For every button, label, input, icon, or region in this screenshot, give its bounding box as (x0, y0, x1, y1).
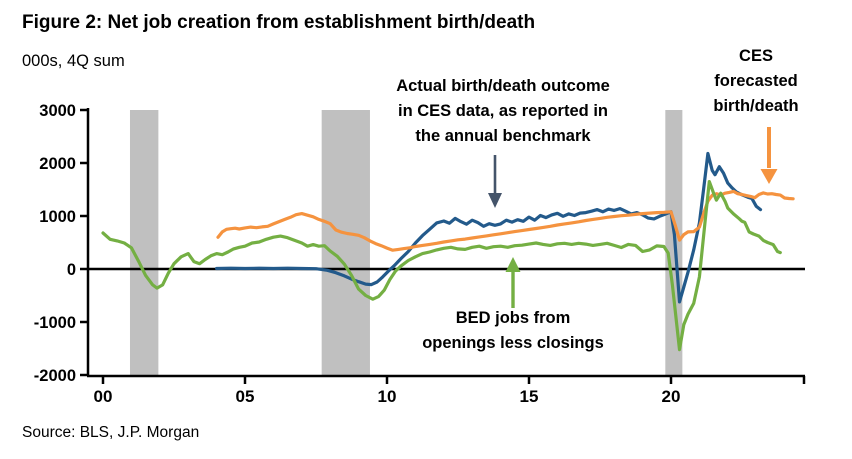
y-tick-label-0: 0 (67, 261, 76, 279)
y-tick-label--2000: -2000 (34, 367, 76, 385)
figure-title: Figure 2: Net job creation from establis… (22, 12, 536, 33)
annotation-ces-actual: Actual birth/death outcome in CES data, … (396, 77, 610, 145)
y-tick-label-2000: 2000 (39, 155, 76, 173)
source-note: Source: BLS, J.P. Morgan (22, 424, 200, 441)
arrow-ces-actual-icon (488, 193, 502, 208)
annotation-bed: BED jobs from openings less closings (422, 309, 604, 352)
y-tick-label-3000: 3000 (39, 102, 76, 120)
y-tick-label--1000: -1000 (34, 314, 76, 332)
x-tick-label-20: 20 (662, 387, 681, 406)
x-tick-label-05: 05 (236, 387, 255, 406)
arrow-bed-icon (505, 257, 521, 272)
recession-band-0 (129, 110, 159, 376)
recession-band-1 (321, 110, 370, 376)
x-tick-label-10: 10 (378, 387, 397, 406)
series-line-bed (101, 180, 782, 352)
axis-units-label: 000s, 4Q sum (22, 52, 125, 70)
x-tick-label-15: 15 (520, 387, 539, 406)
annotation-ces-forecast: CES forecasted birth/death (713, 47, 799, 115)
y-tick-label-1000: 1000 (39, 208, 76, 226)
x-tick-label-00: 00 (94, 387, 113, 406)
arrow-ces-forecast-icon (760, 169, 778, 184)
